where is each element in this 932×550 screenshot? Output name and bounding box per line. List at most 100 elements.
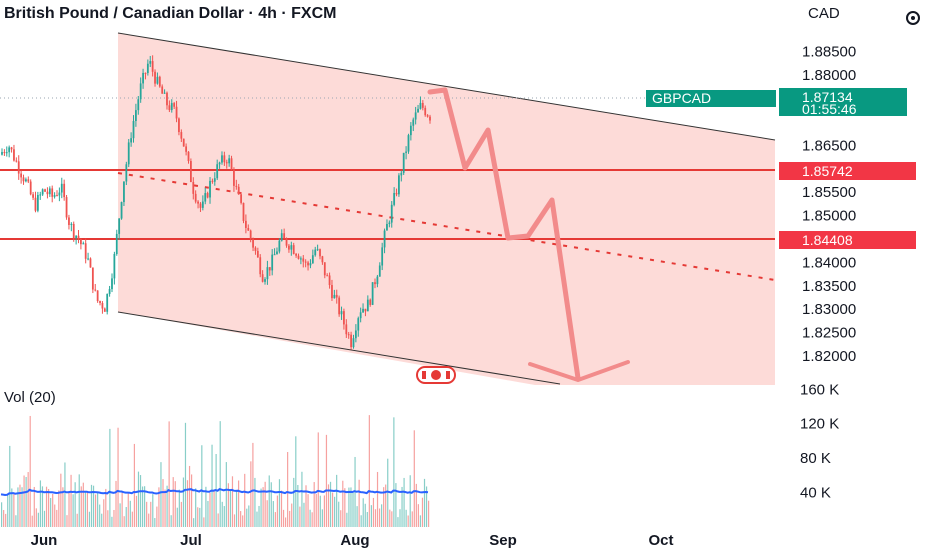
candle-body xyxy=(3,152,6,154)
candle-body xyxy=(173,103,176,107)
settings-icon[interactable] xyxy=(906,11,920,25)
candle-body xyxy=(228,158,231,164)
volume-bar xyxy=(86,491,89,527)
candle-body xyxy=(213,178,216,182)
volume-bar xyxy=(152,494,154,527)
candle-body xyxy=(154,71,156,84)
candle-body xyxy=(29,181,32,195)
volume-bar xyxy=(356,506,358,527)
volume-bar xyxy=(141,486,144,527)
candle-body xyxy=(366,299,369,312)
volume-bar xyxy=(264,481,266,527)
volume-bar xyxy=(56,509,58,527)
candle-body xyxy=(115,233,118,255)
volume-bar xyxy=(193,518,195,527)
candle-body xyxy=(230,158,233,170)
volume-bar xyxy=(295,436,297,527)
volume-bar xyxy=(266,500,268,527)
volume-bar xyxy=(23,475,25,527)
volume-bar xyxy=(409,475,411,527)
volume-bar xyxy=(94,494,97,527)
candle-body xyxy=(87,258,89,260)
volume-bar xyxy=(307,494,309,527)
volume-bar xyxy=(225,462,227,527)
candle-body xyxy=(271,254,274,271)
candle-body xyxy=(46,191,49,195)
volume-bar xyxy=(284,517,287,527)
volume-bar xyxy=(358,479,360,527)
candle-body xyxy=(259,257,262,275)
candle-body xyxy=(290,245,293,250)
volume-bar xyxy=(374,509,377,527)
candle-body xyxy=(163,92,166,94)
volume-bar xyxy=(139,475,142,527)
candle-body xyxy=(268,267,271,271)
volume-bar xyxy=(43,510,46,527)
candle-body xyxy=(130,138,133,143)
volume-bar xyxy=(5,513,7,527)
volume-bar xyxy=(209,492,211,527)
candle-body xyxy=(146,63,149,74)
candle-body xyxy=(70,223,73,225)
volume-bar xyxy=(362,498,364,527)
volume-bar xyxy=(92,485,95,527)
candle-body xyxy=(53,195,56,197)
candle-body xyxy=(424,107,427,116)
candle-body xyxy=(316,249,319,251)
volume-bar xyxy=(111,516,113,527)
candle-body xyxy=(77,235,80,240)
volume-bar xyxy=(9,445,11,527)
candle-body xyxy=(338,297,341,315)
candle-body xyxy=(60,183,63,193)
candle-body xyxy=(297,255,300,259)
volume-bar xyxy=(45,486,48,527)
volume-bar xyxy=(235,490,238,527)
last-price-value: 1.87134 xyxy=(802,89,853,105)
volume-bar xyxy=(336,474,338,527)
candle-body xyxy=(374,282,376,285)
candle-body xyxy=(409,125,412,136)
candle-body xyxy=(292,245,295,254)
candle-body xyxy=(65,197,68,218)
time-axis[interactable]: Jun Jul Aug Sep Oct xyxy=(31,532,674,549)
candle-body xyxy=(242,202,245,221)
volume-bar xyxy=(338,501,340,527)
candle-body xyxy=(194,193,197,202)
candle-body xyxy=(405,151,407,153)
candle-body xyxy=(311,255,314,264)
candle-body xyxy=(376,276,379,285)
canada-event-icon[interactable] xyxy=(416,366,456,384)
candle-body xyxy=(252,239,254,248)
volume-bar xyxy=(125,507,127,527)
volume-tick-label: 80 K xyxy=(800,450,831,467)
volume-bar xyxy=(21,487,23,527)
volume-bar xyxy=(39,480,42,527)
candle-body xyxy=(321,256,324,263)
candle-body xyxy=(362,308,364,313)
price-tick-label: 1.83500 xyxy=(802,278,856,295)
candle-body xyxy=(237,186,240,195)
volume-bar xyxy=(256,511,258,527)
candle-body xyxy=(10,147,13,150)
volume-bar xyxy=(237,480,240,527)
candle-body xyxy=(192,181,195,194)
volume-bar xyxy=(381,504,383,527)
volume-bar xyxy=(172,477,174,527)
volume-bar xyxy=(72,494,74,527)
candle-body xyxy=(17,161,20,174)
volume-bar xyxy=(170,515,172,527)
candle-body xyxy=(393,192,396,205)
volume-bar xyxy=(80,486,82,527)
volume-bar xyxy=(274,512,276,527)
candle-body xyxy=(390,204,393,223)
volume-bar xyxy=(250,461,252,527)
candle-body xyxy=(264,279,266,282)
candle-body xyxy=(221,155,223,163)
volume-bar xyxy=(64,462,66,527)
candle-body xyxy=(247,227,250,231)
candle-body xyxy=(178,118,180,133)
volume-bar xyxy=(211,444,213,527)
candle-body xyxy=(285,238,288,246)
volume-bar xyxy=(191,474,193,527)
